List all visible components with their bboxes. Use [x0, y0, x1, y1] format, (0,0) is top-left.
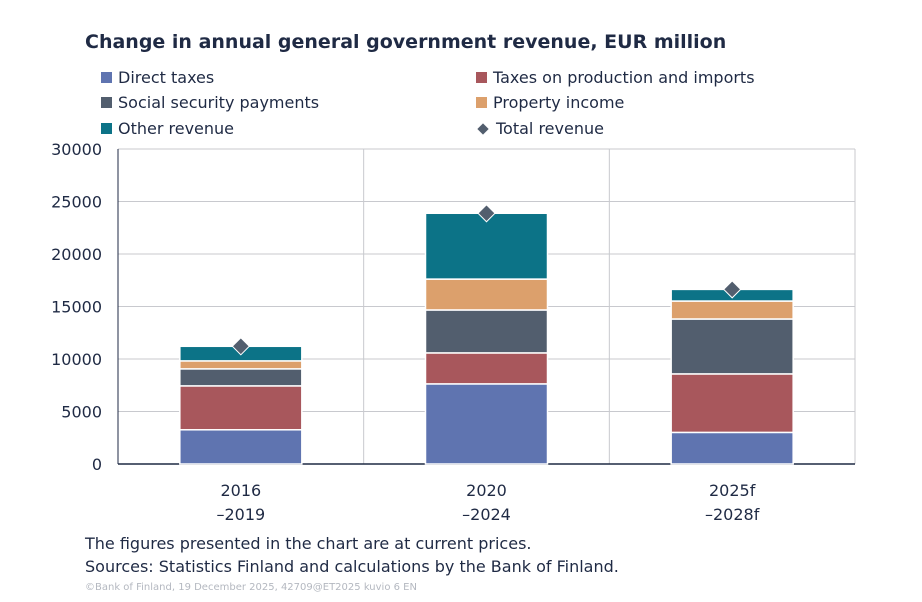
y-tick-label: 25000 [51, 193, 102, 212]
y-tick-label: 5000 [61, 403, 102, 422]
legend-label: Property income [493, 93, 625, 112]
bar-segment [670, 318, 794, 375]
legend-total-revenue: Total revenue [476, 119, 604, 138]
y-tick-label: 0 [92, 455, 102, 474]
bar-segment [179, 385, 303, 431]
legend-label: Direct taxes [118, 68, 215, 87]
legend-swatch [476, 97, 487, 108]
chart-title: Change in annual general government reve… [85, 31, 727, 53]
bar-segment [670, 431, 794, 465]
legend-label: Social security payments [118, 93, 320, 112]
y-tick-label: 30000 [51, 140, 102, 159]
y-tick-label: 20000 [51, 245, 102, 264]
legend-swatch [101, 123, 112, 134]
y-tick-label: 15000 [51, 298, 102, 317]
legend-taxes-production: Taxes on production and imports [476, 68, 755, 87]
legend-social-security: Social security payments [101, 93, 319, 112]
x-tick-label: 2020 [466, 481, 507, 500]
x-tick-label: 2025f [709, 481, 756, 500]
bar-segment [179, 360, 303, 370]
bar-segment [424, 383, 549, 465]
bar-segment [424, 309, 549, 354]
total-marker [231, 337, 251, 356]
legend-direct-taxes: Direct taxes [101, 68, 214, 87]
legend-swatch [101, 97, 112, 108]
x-tick-label: 2016 [220, 481, 261, 500]
legend-label: Other revenue [118, 119, 235, 138]
legend-label: Taxes on production and imports [493, 68, 755, 87]
total-marker [722, 280, 742, 299]
legend-swatch [476, 72, 487, 83]
bar-segment [179, 368, 303, 387]
copyright: ©Bank of Finland, 19 December 2025, 4270… [85, 582, 417, 593]
note-prices: The figures presented in the chart are a… [85, 534, 532, 553]
legend-label: Total revenue [496, 119, 604, 138]
bar-segment [670, 373, 794, 434]
x-tick-label: –2028f [705, 505, 760, 524]
bar-segment [424, 278, 549, 311]
legend-property-income: Property income [476, 93, 624, 112]
note-sources: Sources: Statistics Finland and calculat… [85, 557, 619, 576]
bar-segment [424, 212, 549, 280]
y-tick-label: 10000 [51, 350, 102, 369]
legend-swatch [101, 72, 112, 83]
bar-segment [670, 300, 794, 320]
x-tick-label: –2019 [216, 505, 265, 524]
legend-other-revenue: Other revenue [101, 119, 234, 138]
bar-segment [424, 352, 549, 385]
total-marker [477, 204, 496, 223]
x-tick-label: –2024 [462, 505, 511, 524]
bar-segment [179, 429, 303, 465]
